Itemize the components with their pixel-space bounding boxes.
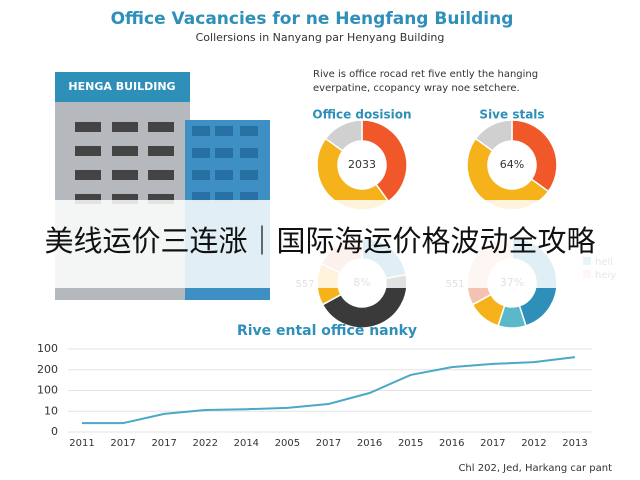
line: [82, 356, 576, 425]
x-tick-label: 2011: [69, 438, 94, 449]
x-tick-label: 2014: [234, 438, 259, 449]
y-tick-label: 0: [51, 425, 58, 438]
chart-title: Rive ental office nanky: [237, 323, 417, 339]
page-subtitle: Collersions in Nanyang par Henyang Build…: [196, 31, 445, 44]
x-tick-label: 2022: [193, 438, 218, 449]
donut-center-label: 2033: [348, 158, 376, 171]
intro-line: Rive is office rocad ret five ently the …: [313, 69, 538, 80]
page-title: Office Vacancies for ne Hengfang Buildin…: [111, 9, 514, 29]
y-tick-label: 10: [44, 404, 58, 417]
donut-segment: [511, 119, 558, 193]
donut-title: Office dosision: [312, 108, 411, 122]
donut-segment: [474, 119, 513, 152]
x-tick-label: 2005: [275, 438, 300, 449]
x-tick-label: 2017: [316, 438, 341, 449]
source-note: Chl 202, Jed, Harkang car pant: [458, 463, 612, 474]
donut-segment: [361, 119, 408, 203]
x-tick-label: 2017: [480, 438, 505, 449]
x-tick-label: 2012: [521, 438, 546, 449]
x-tick-label: 2017: [110, 438, 135, 449]
donut-segment: [324, 119, 363, 152]
donut-center-label: 64%: [500, 158, 524, 171]
x-tick-label: 2017: [151, 438, 176, 449]
donut-segment: [316, 137, 390, 211]
banner-text: 美线运价三连涨｜国际海运价格波动全攻略: [44, 224, 595, 258]
y-tick-label: 200: [37, 363, 58, 376]
x-tick-label: 2013: [562, 438, 587, 449]
y-tick-label: 100: [37, 384, 58, 397]
banner: 美线运价三连涨｜国际海运价格波动全攻略: [0, 200, 640, 288]
y-tick-label: 100: [37, 342, 58, 355]
x-tick-label: 2016: [439, 438, 464, 449]
x-tick-label: 2016: [357, 438, 382, 449]
x-tick-label: 2015: [398, 438, 423, 449]
donut-title: Sive stals: [479, 108, 544, 122]
intro-line: everpatine, ccopancy wray noe setchere.: [313, 83, 520, 94]
building-sign: HENGA BUILDING: [68, 80, 175, 93]
